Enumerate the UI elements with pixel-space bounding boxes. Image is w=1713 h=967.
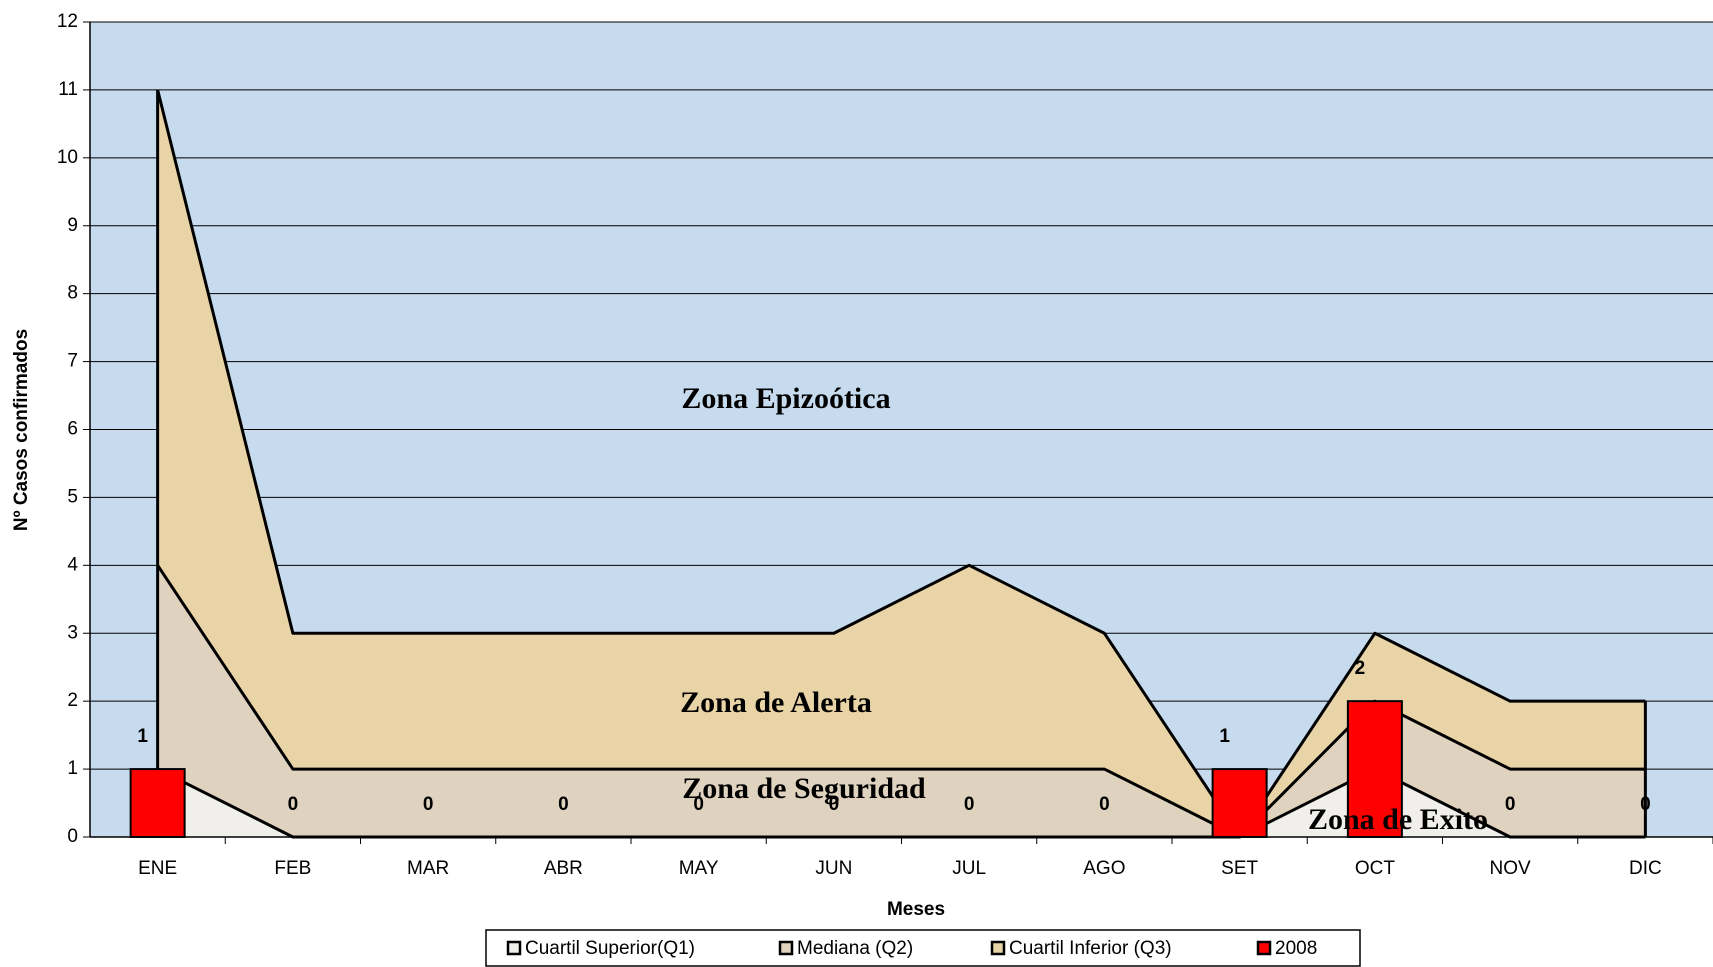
bar	[1346, 700, 1403, 839]
x-tick-label: ENE	[138, 858, 177, 879]
legend-label: Cuartil Superior(Q1)	[525, 938, 695, 959]
zone-label: Zona de Seguridad	[682, 772, 926, 805]
data-label: 1	[137, 726, 148, 747]
bar	[1211, 768, 1268, 838]
x-tick-label: NOV	[1490, 858, 1532, 879]
data-label: 1	[1219, 726, 1230, 747]
data-label: 0	[1099, 794, 1110, 815]
y-tick-label: 5	[67, 486, 78, 507]
data-label: 0	[964, 794, 975, 815]
legend-box	[485, 929, 1361, 967]
y-tick-label: 2	[67, 690, 78, 711]
legend-label: Cuartil Inferior (Q3)	[1009, 938, 1172, 959]
bar	[129, 768, 186, 838]
data-label: 0	[1640, 794, 1651, 815]
x-tick-label: ABR	[544, 858, 583, 879]
y-tick-label: 0	[67, 826, 78, 847]
x-tick-label: FEB	[274, 858, 311, 879]
y-tick-label: 6	[67, 419, 78, 440]
legend-swatch	[506, 940, 522, 956]
y-tick-label: 12	[57, 11, 78, 32]
data-label: 0	[1505, 794, 1516, 815]
y-tick-label: 11	[58, 79, 78, 100]
y-tick-label: 9	[67, 215, 78, 236]
y-tick-label: 1	[67, 758, 78, 779]
zone-label: Zona de Exito	[1308, 803, 1488, 836]
x-axis-title: Meses	[887, 899, 945, 920]
x-tick-label: JUN	[815, 858, 852, 879]
x-tick-label: MAR	[407, 858, 449, 879]
data-label: 0	[829, 794, 840, 815]
y-tick-label: 10	[57, 147, 78, 168]
x-tick-label: OCT	[1355, 858, 1396, 879]
x-tick-label: AGO	[1083, 858, 1125, 879]
data-label: 0	[423, 794, 434, 815]
area-line	[156, 89, 1646, 839]
y-tick-label: 3	[67, 622, 78, 643]
legend: Cuartil Superior(Q1) Mediana (Q2) Cuartil …	[485, 929, 1361, 967]
x-tick-label: DIC	[1629, 858, 1662, 879]
y-axis-title: Nº Casos confirmados	[11, 329, 32, 531]
x-tick-label: SET	[1221, 858, 1258, 879]
data-label: 0	[693, 794, 704, 815]
legend-label: 2008	[1275, 938, 1317, 959]
data-label: 0	[558, 794, 569, 815]
area	[157, 89, 1646, 837]
zone-label: Zona de Alerta	[680, 686, 872, 719]
legend-swatch	[1256, 940, 1272, 956]
x-tick-label: JUL	[952, 858, 986, 879]
y-tick-label: 7	[67, 351, 78, 372]
zone-label: Zona Epizoótica	[681, 382, 890, 415]
data-label: 0	[288, 794, 299, 815]
legend-swatch	[778, 940, 794, 956]
legend-swatch	[990, 940, 1006, 956]
x-tick-label: MAY	[679, 858, 719, 879]
legend-label: Mediana (Q2)	[797, 938, 913, 959]
y-tick-label: 4	[67, 554, 78, 575]
data-label: 2	[1355, 658, 1366, 679]
y-tick-label: 8	[67, 283, 78, 304]
